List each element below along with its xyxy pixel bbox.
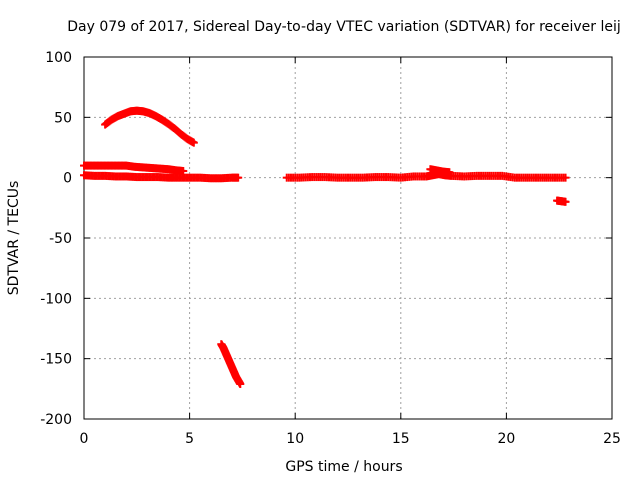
plot-frame: [83, 56, 613, 420]
x-tick-label: 5: [185, 431, 194, 447]
y-tick-label: -150: [40, 352, 72, 368]
y-tick-label: -50: [49, 231, 72, 247]
chart-title: Day 079 of 2017, Sidereal Day-to-day VTE…: [67, 19, 621, 35]
data-point: [236, 380, 245, 389]
data-point: [189, 138, 198, 147]
y-tick-label: 0: [63, 171, 72, 187]
grid-lines: [84, 57, 612, 419]
axis-ticks: [83, 56, 613, 420]
data-point: [561, 173, 570, 182]
data-point: [445, 168, 454, 177]
data-point: [234, 173, 243, 182]
y-axis-label: SDTVAR / TECUs: [6, 181, 22, 296]
x-axis-label: GPS time / hours: [285, 459, 402, 475]
x-tick-label: 10: [286, 431, 304, 447]
y-tick-label: 100: [45, 50, 72, 66]
x-tick-labels: 0 5 10 15 20 25: [80, 431, 621, 447]
y-tick-label: 50: [54, 110, 72, 126]
data-point: [561, 197, 570, 206]
data-points: [80, 106, 570, 389]
x-tick-label: 0: [80, 431, 89, 447]
x-tick-label: 15: [392, 431, 410, 447]
y-tick-label: -100: [40, 291, 72, 307]
x-tick-label: 25: [603, 431, 621, 447]
x-tick-label: 20: [497, 431, 515, 447]
y-tick-labels: -200 -150 -100 -50 0 50 100: [40, 50, 72, 428]
y-tick-label: -200: [40, 412, 72, 428]
